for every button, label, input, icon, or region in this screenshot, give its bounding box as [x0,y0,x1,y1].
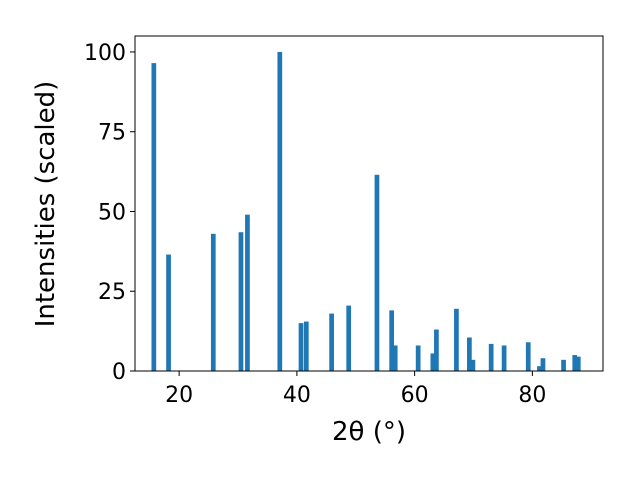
bar-0 [151,63,157,372]
bar-21 [525,342,531,371]
bar-17 [467,337,472,371]
bar-3 [238,232,244,371]
x-tick-label: 40 [283,383,311,408]
bar-23 [540,358,546,371]
x-tick-label: 60 [401,383,429,408]
x-axis-label: 2θ (°) [332,417,406,447]
bar-14 [430,353,436,371]
bar-22 [537,366,542,371]
y-tick-label: 0 [112,360,126,385]
bar-13 [415,345,421,371]
bar-series [151,51,581,372]
y-axis-label: Intensities (scaled) [31,81,61,328]
bar-18 [470,359,476,371]
bar-5 [277,51,283,371]
plot-frame [134,35,604,372]
bar-15 [434,329,439,371]
bar-24 [561,359,566,371]
bar-7 [303,321,309,371]
bar-8 [329,313,334,371]
bar-2 [210,233,216,371]
bar-19 [488,343,494,371]
bar-9 [346,305,352,371]
x-tick-label: 80 [518,383,546,408]
x-tick-label: 20 [165,383,193,408]
bar-26 [575,356,581,371]
bar-4 [245,214,250,371]
bar-6 [298,323,304,371]
bar-20 [501,345,507,371]
bar-12 [392,345,398,371]
x-axis-ticks: 20 40 60 80 [165,371,546,408]
bar-10 [374,174,380,371]
y-tick-label: 75 [98,121,126,146]
y-tick-label: 100 [84,41,126,66]
y-axis-ticks: 0 25 50 75 100 [84,41,135,385]
bar-1 [166,254,171,371]
y-tick-label: 50 [98,200,126,225]
bar-16 [454,308,459,371]
bar-25 [572,355,578,371]
bar-11 [389,310,395,371]
y-tick-label: 25 [98,280,126,305]
